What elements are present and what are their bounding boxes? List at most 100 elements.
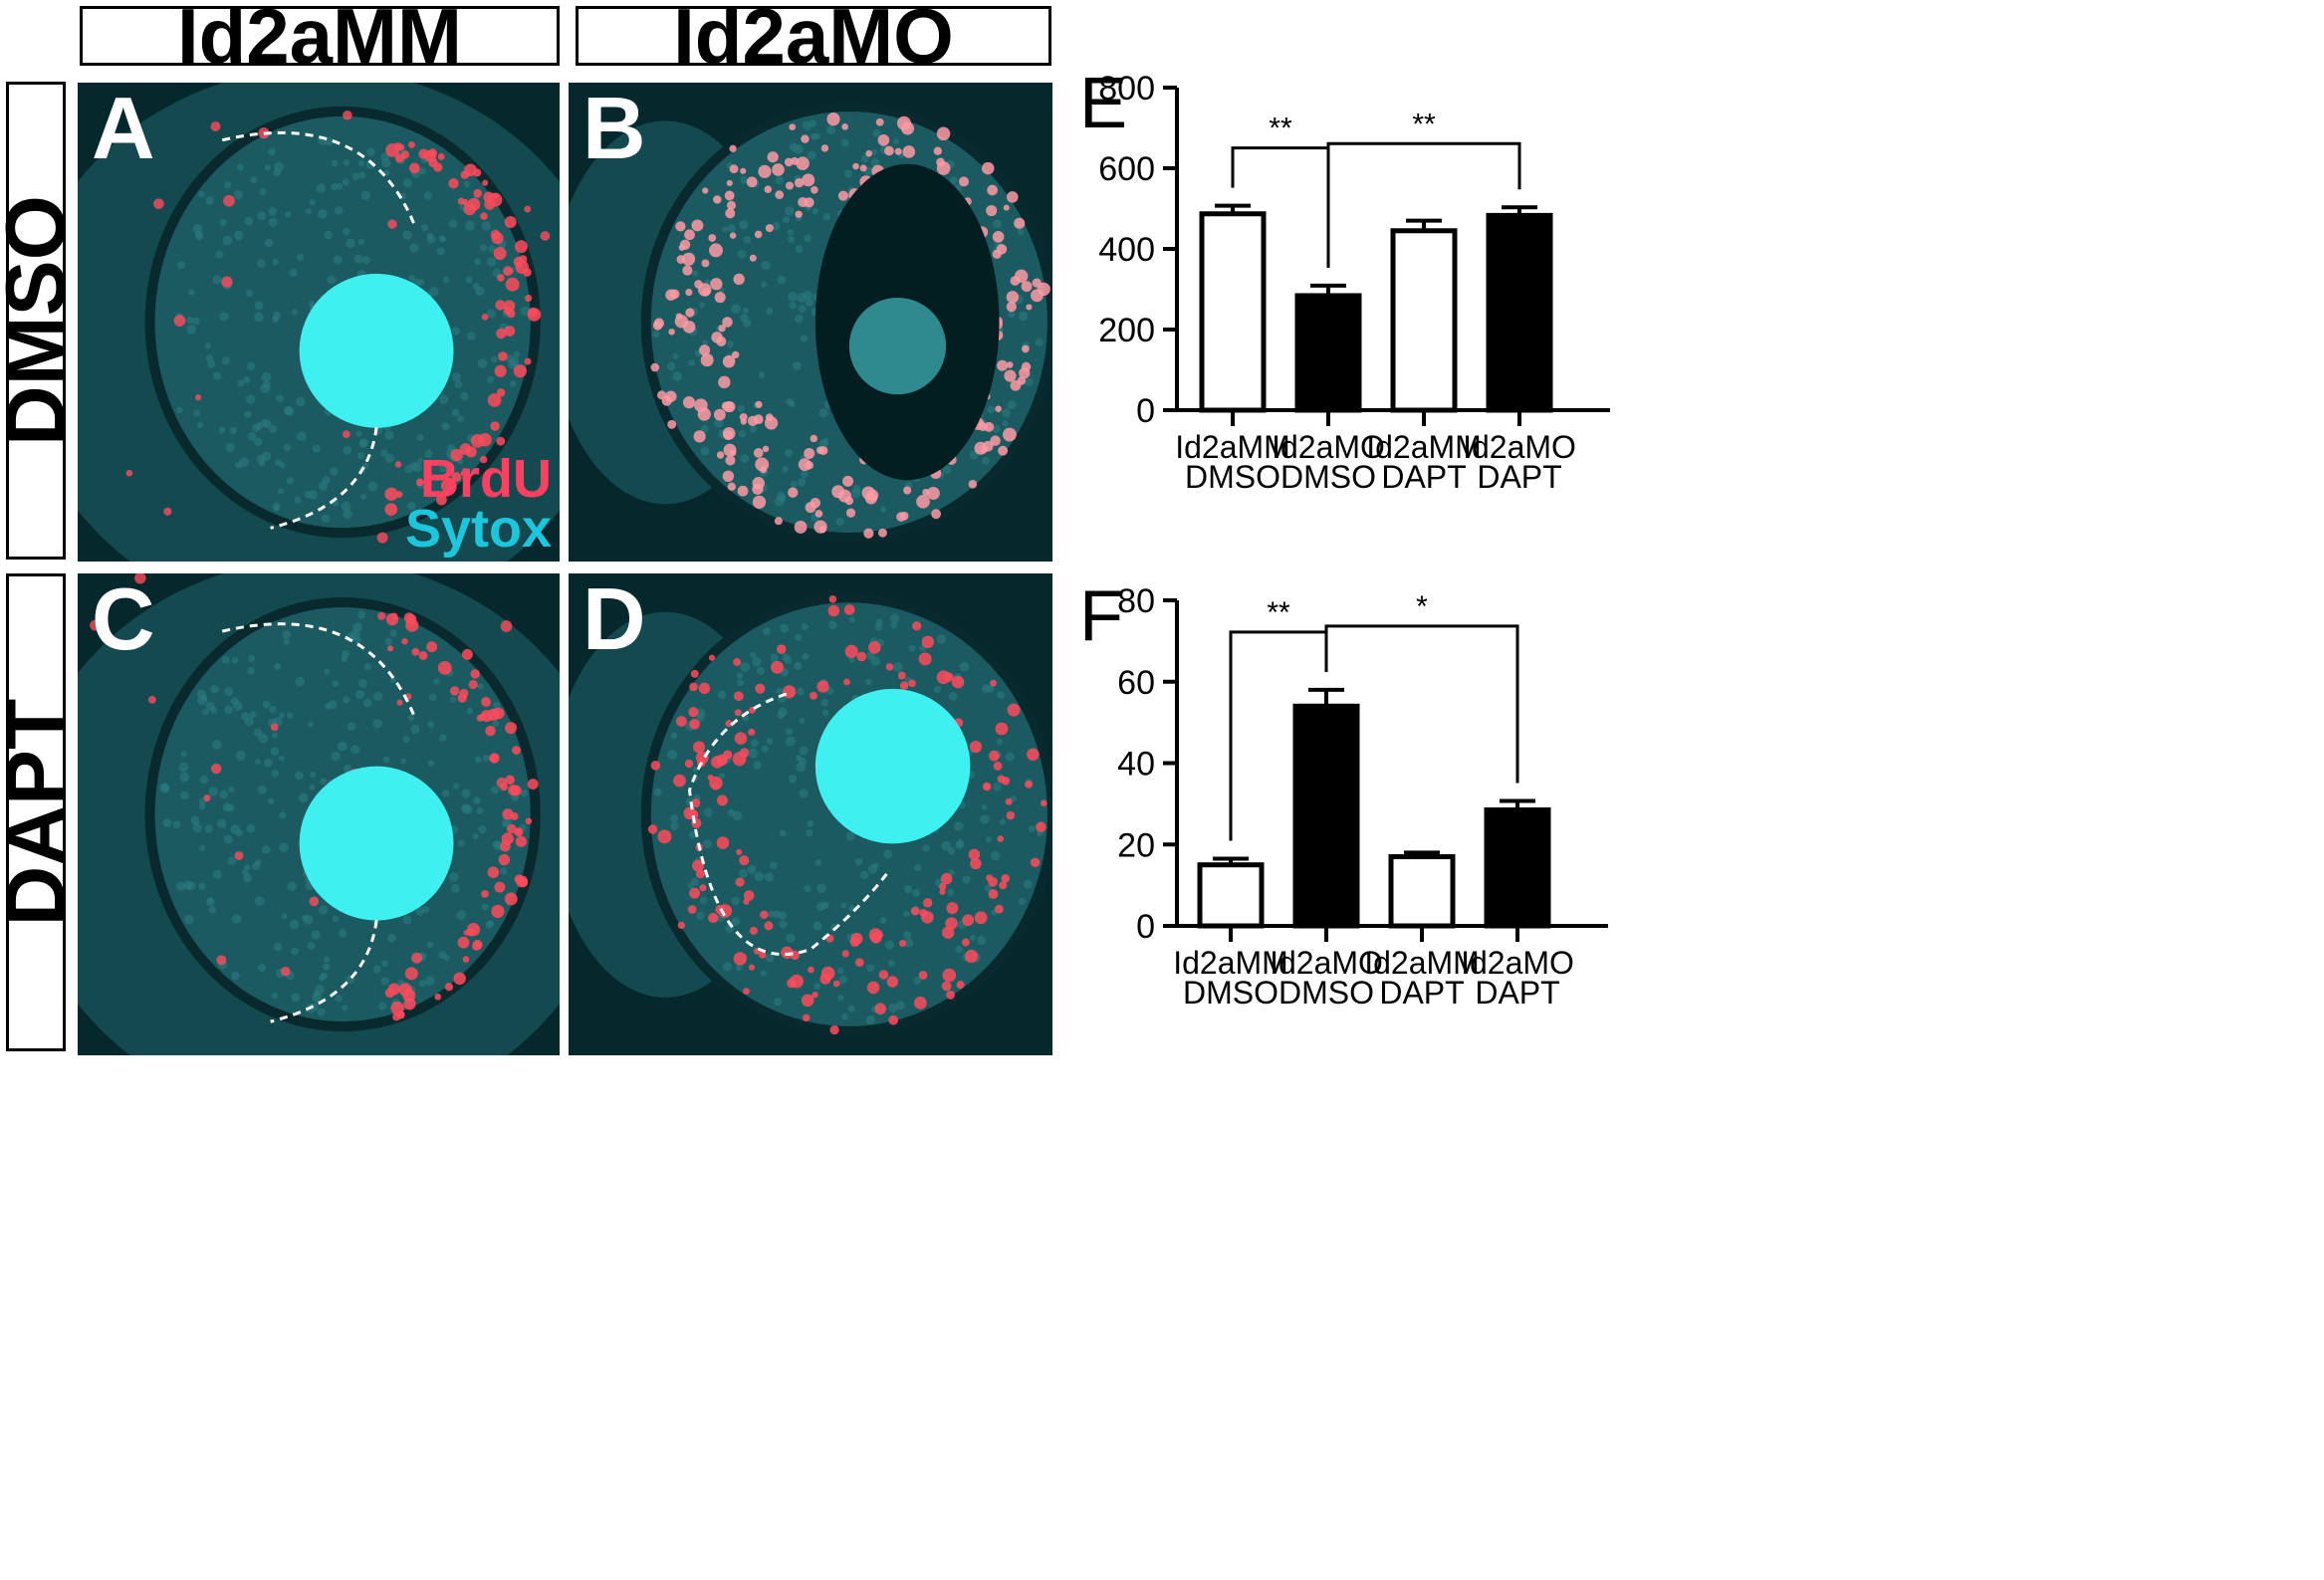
nucleus-dot bbox=[350, 745, 360, 755]
nucleus-dot bbox=[423, 191, 433, 200]
nucleus-dot bbox=[309, 784, 316, 791]
brdu-spot bbox=[404, 967, 418, 981]
nucleus-dot bbox=[790, 480, 798, 488]
brdu-spot bbox=[754, 230, 763, 239]
brdu-spot bbox=[859, 164, 867, 172]
brdu-spot bbox=[461, 648, 473, 660]
brdu-spot bbox=[724, 190, 735, 201]
brdu-spot bbox=[490, 229, 501, 240]
row-header-dmso: DMSO bbox=[0, 82, 83, 560]
nucleus-dot bbox=[162, 817, 172, 827]
nucleus-dot bbox=[672, 371, 683, 381]
nucleus-dot bbox=[766, 307, 774, 316]
nucleus-dot bbox=[439, 394, 449, 404]
nucleus-dot bbox=[239, 457, 250, 468]
brdu-spot bbox=[877, 528, 887, 538]
brdu-spot bbox=[894, 147, 902, 155]
nucleus-dot bbox=[748, 748, 759, 759]
nucleus-dot bbox=[205, 701, 215, 711]
nucleus-dot bbox=[454, 380, 463, 389]
nucleus-dot bbox=[820, 698, 829, 707]
brdu-spot bbox=[785, 181, 795, 190]
nucleus-dot bbox=[192, 317, 200, 326]
brdu-spot bbox=[863, 528, 874, 539]
brdu-spot bbox=[969, 741, 982, 754]
nucleus-dot bbox=[249, 711, 257, 719]
brdu-spot bbox=[125, 469, 133, 477]
brdu-spot bbox=[854, 958, 864, 968]
brdu-spot bbox=[675, 221, 686, 232]
nucleus-dot bbox=[255, 758, 262, 766]
brdu-spot bbox=[699, 344, 711, 356]
nucleus-dot bbox=[402, 915, 412, 925]
brdu-spot bbox=[453, 972, 466, 986]
brdu-spot bbox=[983, 784, 990, 790]
brdu-spot bbox=[805, 461, 813, 470]
nucleus-dot bbox=[992, 782, 1002, 791]
nucleus-dot bbox=[224, 686, 234, 697]
brdu-spot bbox=[992, 249, 1002, 259]
nucleus-dot bbox=[327, 275, 337, 285]
brdu-spot bbox=[411, 952, 423, 964]
legend-sytox: Sytox bbox=[404, 499, 552, 559]
brdu-spot bbox=[737, 485, 749, 497]
nucleus-dot bbox=[198, 882, 206, 891]
nucleus-dot bbox=[407, 714, 415, 722]
nucleus-dot bbox=[726, 340, 735, 348]
nucleus-dot bbox=[982, 456, 990, 465]
nucleus-dot bbox=[847, 1005, 855, 1013]
brdu-spot bbox=[748, 964, 756, 971]
brdu-spot bbox=[714, 292, 726, 304]
nucleus-dot bbox=[714, 418, 724, 428]
y-tick-label: 20 bbox=[1117, 826, 1155, 864]
nucleus-dot bbox=[277, 488, 285, 495]
nucleus-dot bbox=[212, 275, 222, 285]
nucleus-dot bbox=[739, 220, 749, 230]
nucleus-dot bbox=[298, 792, 309, 803]
brdu-spot bbox=[919, 908, 928, 917]
nucleus-dot bbox=[688, 830, 697, 839]
nucleus-dot bbox=[770, 653, 779, 662]
brdu-spot bbox=[884, 145, 894, 156]
nucleus-dot bbox=[205, 354, 214, 362]
brdu-spot bbox=[667, 419, 677, 429]
lens bbox=[299, 273, 454, 428]
nucleus-dot bbox=[948, 868, 956, 876]
nucleus-dot bbox=[357, 238, 365, 246]
x-tick-label: Id2aMO bbox=[1463, 429, 1576, 465]
brdu-spot bbox=[816, 446, 824, 454]
brdu-spot bbox=[755, 400, 763, 408]
brdu-spot bbox=[749, 926, 758, 935]
brdu-spot bbox=[843, 604, 855, 615]
brdu-spot bbox=[481, 314, 489, 321]
nucleus-dot bbox=[246, 361, 256, 371]
brdu-spot bbox=[1007, 703, 1021, 717]
nucleus-dot bbox=[270, 747, 280, 756]
nucleus-dot bbox=[358, 438, 369, 448]
brdu-spot bbox=[1017, 376, 1027, 385]
brdu-spot bbox=[540, 231, 551, 241]
brdu-spot bbox=[401, 638, 408, 645]
nucleus-dot bbox=[776, 687, 784, 694]
nucleus-dot bbox=[462, 804, 473, 814]
nucleus-dot bbox=[199, 844, 206, 851]
brdu-spot bbox=[700, 353, 714, 367]
brdu-spot bbox=[1006, 191, 1019, 203]
nucleus-dot bbox=[213, 371, 222, 380]
nucleus-dot bbox=[436, 247, 445, 256]
brdu-spot bbox=[433, 162, 443, 172]
y-tick-label: 0 bbox=[1136, 392, 1155, 430]
brdu-spot bbox=[173, 315, 186, 327]
nucleus-dot bbox=[672, 352, 679, 359]
brdu-spot bbox=[772, 163, 785, 176]
nucleus-dot bbox=[224, 705, 234, 715]
nucleus-dot bbox=[814, 858, 822, 866]
brdu-spot bbox=[194, 394, 202, 401]
nucleus-dot bbox=[688, 359, 696, 366]
nucleus-dot bbox=[947, 888, 955, 897]
nucleus-dot bbox=[426, 234, 436, 244]
row-header-dapt: DAPT bbox=[0, 573, 83, 1051]
brdu-spot bbox=[878, 970, 889, 980]
nucleus-dot bbox=[779, 829, 787, 837]
nucleus-dot bbox=[750, 651, 757, 659]
